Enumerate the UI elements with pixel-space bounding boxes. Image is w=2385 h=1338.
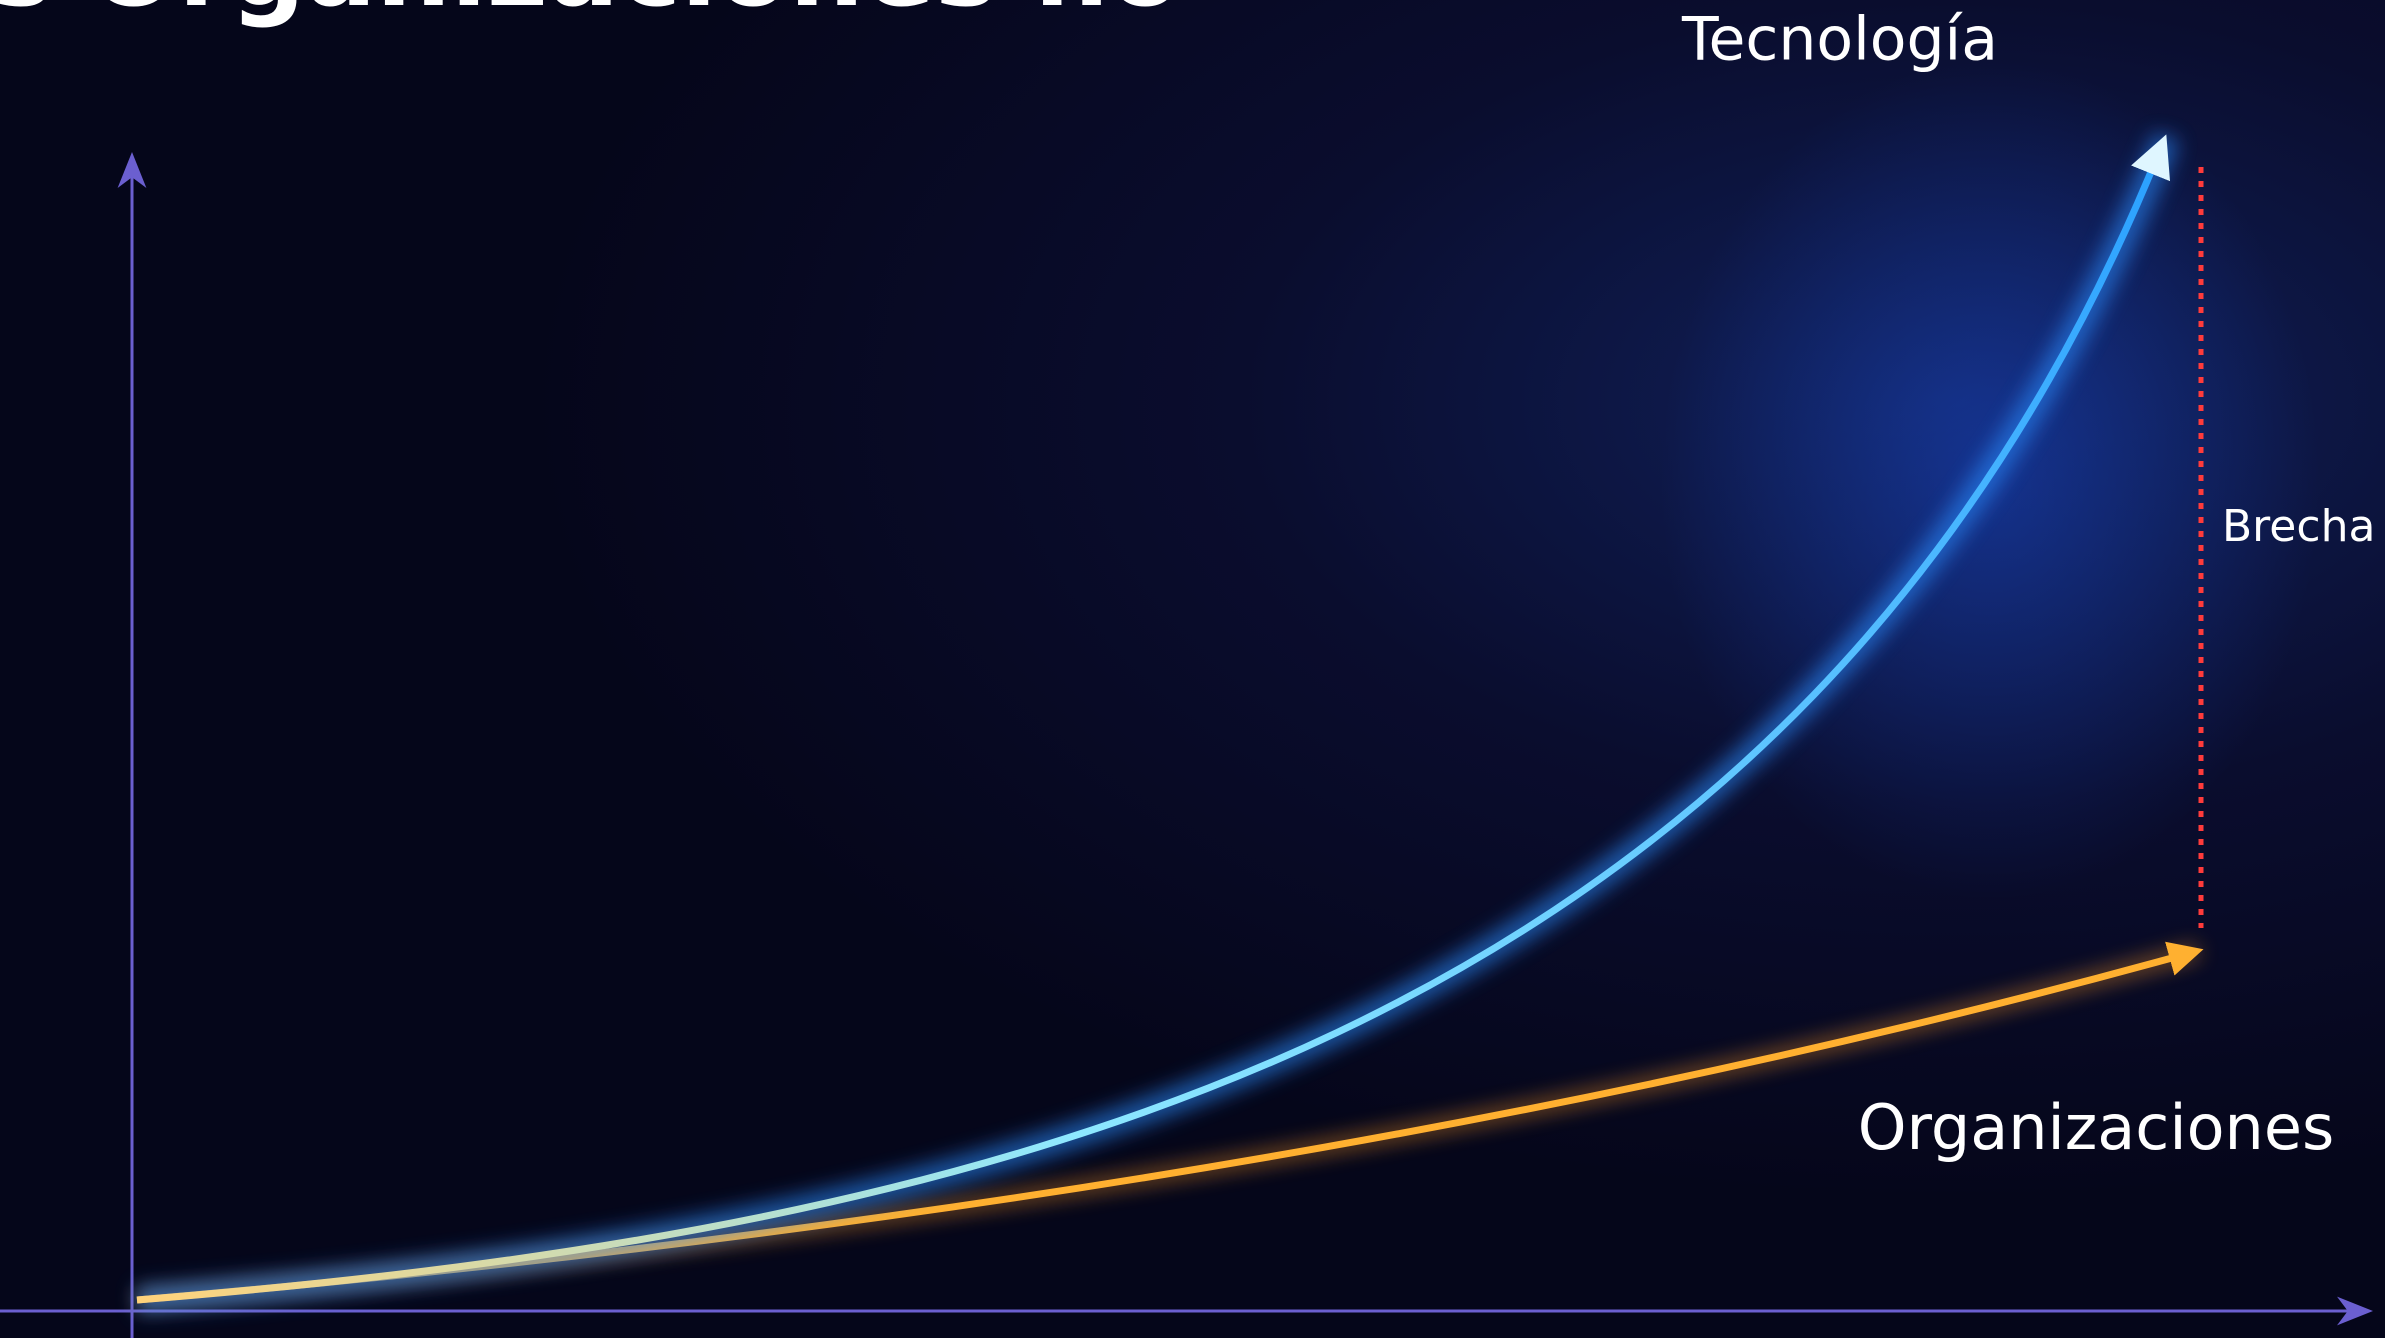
title: s Organizaciones no — [0, 0, 1181, 30]
organizations-label: Organizaciones — [1858, 1091, 2335, 1164]
technology-curve — [136, 134, 2170, 1304]
technology-label: Tecnología — [1681, 5, 1998, 75]
gap-label: Brecha — [2222, 501, 2375, 552]
